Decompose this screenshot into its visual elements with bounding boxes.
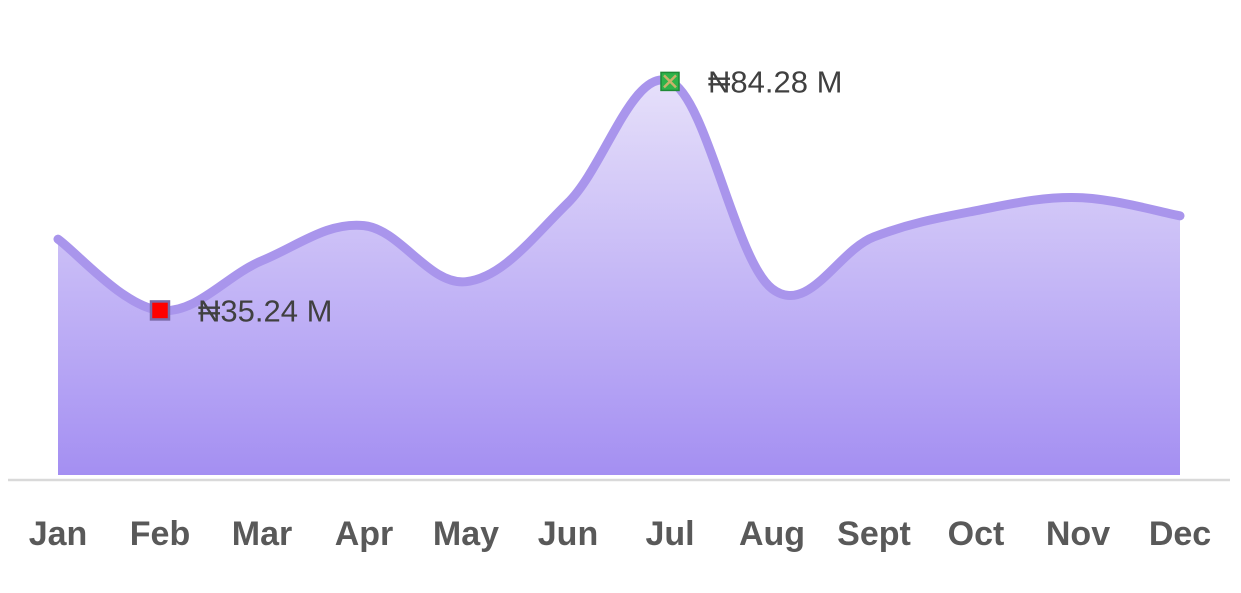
minimum-value-label: ₦35.24 M bbox=[198, 293, 332, 328]
minimum-marker bbox=[149, 300, 171, 321]
series-area bbox=[58, 79, 1180, 475]
x-tick-label-may: May bbox=[433, 515, 499, 553]
x-tick-label-sept: Sept bbox=[837, 515, 911, 553]
x-tick-label-jun: Jun bbox=[538, 515, 598, 553]
x-tick-label-feb: Feb bbox=[130, 515, 190, 553]
maximum-marker-cross bbox=[663, 74, 677, 89]
x-tick-label-jul: Jul bbox=[645, 515, 694, 553]
x-tick-label-aug: Aug bbox=[739, 515, 805, 553]
x-tick-label-apr: Apr bbox=[335, 515, 394, 553]
x-tick-label-jan: Jan bbox=[29, 515, 88, 553]
x-tick-label-oct: Oct bbox=[948, 515, 1005, 553]
x-tick-label-nov: Nov bbox=[1046, 515, 1110, 553]
x-tick-label-mar: Mar bbox=[232, 515, 292, 553]
x-axis-tick-labels: Jan Feb Mar Apr May Jun Jul Aug Sept Oct Nov Dec bbox=[29, 515, 1211, 553]
series-line bbox=[53, 75, 1185, 316]
data-annotations: ₦35.24 M ₦84.28 M bbox=[149, 64, 842, 328]
x-tick-label-dec: Dec bbox=[1149, 515, 1211, 553]
maximum-value-label: ₦84.28 M bbox=[708, 64, 842, 99]
